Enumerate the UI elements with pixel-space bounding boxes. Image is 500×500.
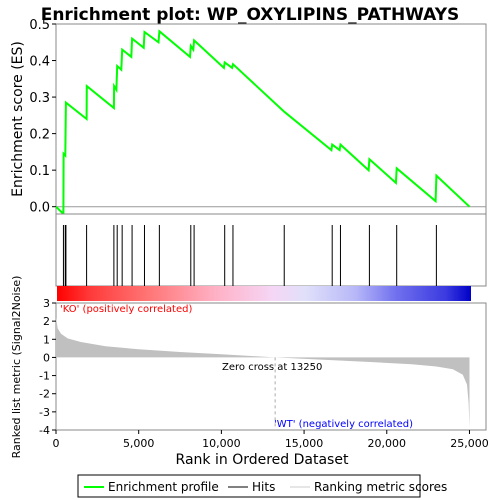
x-tick-label: 25,000	[450, 437, 489, 450]
es-y-tick-label: 0.1	[29, 164, 50, 179]
chart-title: Enrichment plot: WP_OXYLIPINS_PATHWAYS	[41, 5, 460, 25]
es-plot-frame	[55, 23, 487, 215]
es-y-tick-label: 0.5	[29, 18, 50, 33]
es-y-tick-label: 0.2	[29, 128, 50, 143]
x-tick-label: 15,000	[285, 437, 324, 450]
ranking-color-bar	[57, 286, 471, 301]
x-axis-ticks: 0 5,000 10,000 15,000 20,000 25,000	[53, 430, 489, 450]
es-y-tick-label: 0.4	[29, 55, 50, 70]
metric-y-tick-label: 3	[43, 297, 50, 310]
metric-y-tick-label: -1	[39, 370, 50, 383]
hit-marks	[62, 225, 437, 286]
x-tick-label: 0	[53, 437, 60, 450]
es-y-axis-label: Enrichment score (ES)	[10, 41, 26, 197]
legend-hits-label: Hits	[252, 480, 275, 494]
x-axis-label: Rank in Ordered Dataset	[176, 452, 349, 468]
es-y-tick-label: 0.3	[29, 91, 50, 106]
metric-y-axis-label: Ranked list metric (Signal2Noise)	[10, 276, 23, 459]
metric-y-ticks: -4 -3 -2 -1 0 1 2 3	[39, 297, 56, 437]
x-tick-label: 20,000	[368, 437, 407, 450]
legend-enrichment-label: Enrichment profile	[108, 480, 219, 494]
legend-metric-label: Ranking metric scores	[314, 480, 447, 494]
metric-y-tick-label: 0	[43, 351, 50, 364]
metric-panel: -4 -3 -2 -1 0 1 2 3 'KO' (positively correlated…	[10, 276, 487, 459]
metric-y-tick-label: 1	[43, 333, 50, 346]
metric-y-tick-label: -3	[39, 406, 50, 419]
metric-y-tick-label: -4	[39, 424, 50, 437]
metric-y-tick-label: -2	[39, 388, 50, 401]
hits-frame	[55, 213, 487, 287]
negative-correlation-label: 'WT' (negatively correlated)	[274, 419, 413, 430]
legend: Enrichment profile Hits Ranking metric s…	[77, 474, 447, 498]
metric-plot-frame	[55, 302, 487, 431]
hits-panel	[55, 213, 487, 287]
es-y-ticks: 0.0 0.1 0.2 0.3 0.4 0.5	[29, 18, 56, 216]
es-panel: 0.0 0.1 0.2 0.3 0.4 0.5 Enrichment score (ES)	[10, 18, 487, 217]
es-profile-line	[55, 29, 471, 217]
positive-correlation-label: 'KO' (positively correlated)	[60, 304, 192, 315]
metric-y-tick-label: 2	[43, 315, 50, 328]
x-tick-label: 5,000	[123, 437, 155, 450]
legend-box	[77, 474, 421, 498]
es-y-tick-label: 0.0	[29, 201, 50, 216]
zero-cross-label: Zero cross at 13250	[222, 362, 322, 373]
x-tick-label: 10,000	[202, 437, 241, 450]
